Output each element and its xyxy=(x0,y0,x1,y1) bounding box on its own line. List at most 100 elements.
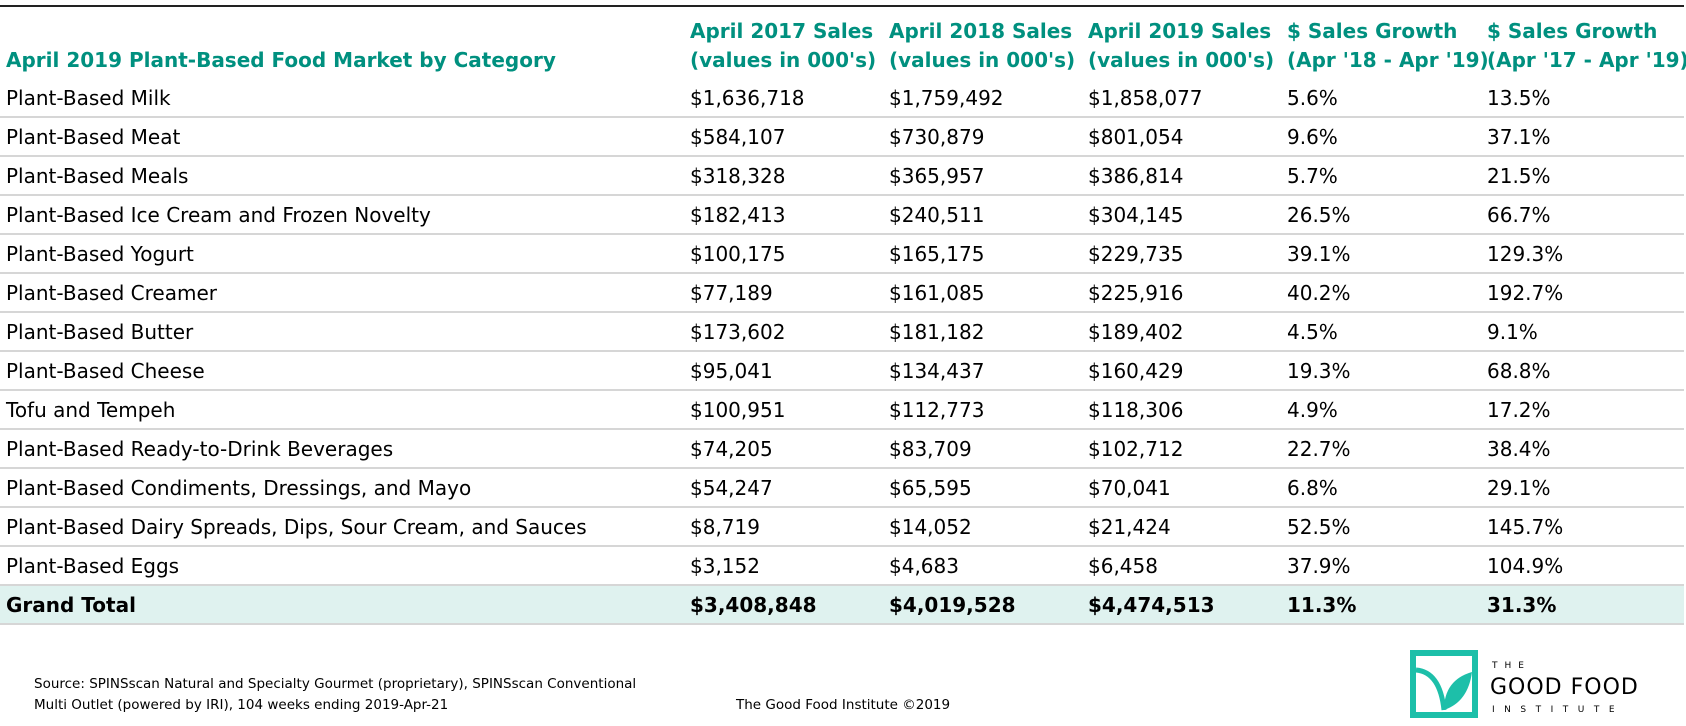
table-row: Plant-Based Meals $318,328 $365,957 $386,81… xyxy=(0,156,1684,196)
sales-table: April 2019 Plant-Based Food Market by Ca… xyxy=(0,5,1686,625)
value-cell: 6.8% xyxy=(1287,468,1487,508)
column-header: $ Sales Growth (Apr '17 - Apr '19) xyxy=(1487,6,1686,79)
table-row: Plant-Based Ready-to-Drink Beverages $74,… xyxy=(0,429,1684,469)
value-cell: $181,182 xyxy=(889,312,1088,352)
total-cell: 11.3% xyxy=(1287,585,1487,625)
category-cell: Plant-Based Cheese xyxy=(0,351,690,391)
source-line: Source: SPINSscan Natural and Specialty … xyxy=(34,676,637,692)
table-row: Plant-Based Yogurt $100,175 $165,175 $229,7… xyxy=(0,234,1684,274)
category-cell: Plant-Based Yogurt xyxy=(0,234,690,274)
table-row: Plant-Based Eggs $3,152 $4,683 $6,458 37.9% 1… xyxy=(0,546,1684,586)
value-cell: 68.8% xyxy=(1487,351,1684,391)
table-row: Plant-Based Milk $1,636,718 $1,759,492 $1,8… xyxy=(0,79,1684,118)
value-cell: $160,429 xyxy=(1088,351,1287,391)
value-cell: 40.2% xyxy=(1287,273,1487,313)
header-row: April 2019 Plant-Based Food Market by Ca… xyxy=(0,6,1686,79)
total-cell: $3,408,848 xyxy=(690,585,889,625)
category-cell: Plant-Based Milk xyxy=(0,79,690,118)
value-cell: 38.4% xyxy=(1487,429,1684,469)
value-cell: 145.7% xyxy=(1487,507,1684,547)
column-header: April 2017 Sales (values in 000's) xyxy=(690,6,889,79)
value-cell: 192.7% xyxy=(1487,273,1684,313)
value-cell: $189,402 xyxy=(1088,312,1287,352)
logo-text: GOOD FOOD xyxy=(1490,675,1639,700)
column-header-line: (Apr '18 - Apr '19) xyxy=(1287,48,1489,72)
table-title: April 2019 Plant-Based Food Market by Ca… xyxy=(6,48,556,72)
column-header-line: April 2017 Sales xyxy=(690,19,874,43)
total-cell: $4,019,528 xyxy=(889,585,1088,625)
value-cell: 13.5% xyxy=(1487,79,1684,118)
value-cell: $74,205 xyxy=(690,429,889,469)
value-cell: $95,041 xyxy=(690,351,889,391)
value-cell: $801,054 xyxy=(1088,117,1287,157)
table-row: Plant-Based Cheese $95,041 $134,437 $160,42… xyxy=(0,351,1684,391)
logo-frame xyxy=(1410,650,1478,718)
value-cell: 37.1% xyxy=(1487,117,1684,157)
source-note: Source: SPINSscan Natural and Specialty … xyxy=(34,674,636,716)
value-cell: $112,773 xyxy=(889,390,1088,430)
value-cell: $77,189 xyxy=(690,273,889,313)
table-row: Plant-Based Butter $173,602 $181,182 $189,4… xyxy=(0,312,1684,352)
value-cell: $3,152 xyxy=(690,546,889,586)
value-cell: $386,814 xyxy=(1088,156,1287,196)
value-cell: $102,712 xyxy=(1088,429,1287,469)
value-cell: $70,041 xyxy=(1088,468,1287,508)
column-header: April 2018 Sales (values in 000's) xyxy=(889,6,1088,79)
value-cell: $1,858,077 xyxy=(1088,79,1287,118)
logo-text: THE xyxy=(1491,661,1531,671)
value-cell: $182,413 xyxy=(690,195,889,235)
column-header-line: (values in 000's) xyxy=(1088,48,1275,72)
table-row: Tofu and Tempeh $100,951 $112,773 $118,306 4… xyxy=(0,390,1684,430)
logo: THE GOOD FOOD INSTITUTE xyxy=(1410,650,1639,718)
value-cell: $100,175 xyxy=(690,234,889,274)
total-row: Grand Total $3,408,848 $4,019,528 $4,474,51… xyxy=(0,585,1684,625)
value-cell: $8,719 xyxy=(690,507,889,547)
value-cell: 5.7% xyxy=(1287,156,1487,196)
value-cell: 19.3% xyxy=(1287,351,1487,391)
total-label: Grand Total xyxy=(0,585,690,625)
column-header-line: $ Sales Growth xyxy=(1287,19,1458,43)
value-cell: $6,458 xyxy=(1088,546,1287,586)
category-cell: Plant-Based Creamer xyxy=(0,273,690,313)
category-cell: Tofu and Tempeh xyxy=(0,390,690,430)
value-cell: $134,437 xyxy=(889,351,1088,391)
logo-text: INSTITUTE xyxy=(1492,705,1624,715)
value-cell: $173,602 xyxy=(690,312,889,352)
value-cell: $161,085 xyxy=(889,273,1088,313)
value-cell: $1,636,718 xyxy=(690,79,889,118)
category-cell: Plant-Based Ice Cream and Frozen Novelty xyxy=(0,195,690,235)
value-cell: $118,306 xyxy=(1088,390,1287,430)
value-cell: 66.7% xyxy=(1487,195,1684,235)
column-header-line: $ Sales Growth xyxy=(1487,19,1658,43)
total-cell: $4,474,513 xyxy=(1088,585,1287,625)
value-cell: $318,328 xyxy=(690,156,889,196)
value-cell: $229,735 xyxy=(1088,234,1287,274)
value-cell: $14,052 xyxy=(889,507,1088,547)
value-cell: $304,145 xyxy=(1088,195,1287,235)
value-cell: $165,175 xyxy=(889,234,1088,274)
table-row: Plant-Based Condiments, Dressings, and M… xyxy=(0,468,1684,508)
value-cell: 9.6% xyxy=(1287,117,1487,157)
source-line: Multi Outlet (powered by IRI), 104 weeks… xyxy=(34,697,449,713)
value-cell: $100,951 xyxy=(690,390,889,430)
value-cell: $584,107 xyxy=(690,117,889,157)
value-cell: 39.1% xyxy=(1287,234,1487,274)
column-header-line: April 2019 Sales xyxy=(1088,19,1272,43)
value-cell: 5.6% xyxy=(1287,79,1487,118)
credit: The Good Food Institute ©2019 xyxy=(736,697,951,713)
value-cell: $54,247 xyxy=(690,468,889,508)
value-cell: $365,957 xyxy=(889,156,1088,196)
value-cell: 4.5% xyxy=(1287,312,1487,352)
value-cell: $730,879 xyxy=(889,117,1088,157)
value-cell: 104.9% xyxy=(1487,546,1684,586)
column-header-line: (Apr '17 - Apr '19) xyxy=(1487,48,1686,72)
total-cell: 31.3% xyxy=(1487,585,1684,625)
value-cell: 22.7% xyxy=(1287,429,1487,469)
value-cell: 9.1% xyxy=(1487,312,1684,352)
value-cell: $83,709 xyxy=(889,429,1088,469)
category-cell: Plant-Based Dairy Spreads, Dips, Sour Cr… xyxy=(0,507,690,547)
column-header-line: (values in 000's) xyxy=(889,48,1076,72)
value-cell: $21,424 xyxy=(1088,507,1287,547)
table-row: Plant-Based Dairy Spreads, Dips, Sour Cr… xyxy=(0,507,1684,547)
